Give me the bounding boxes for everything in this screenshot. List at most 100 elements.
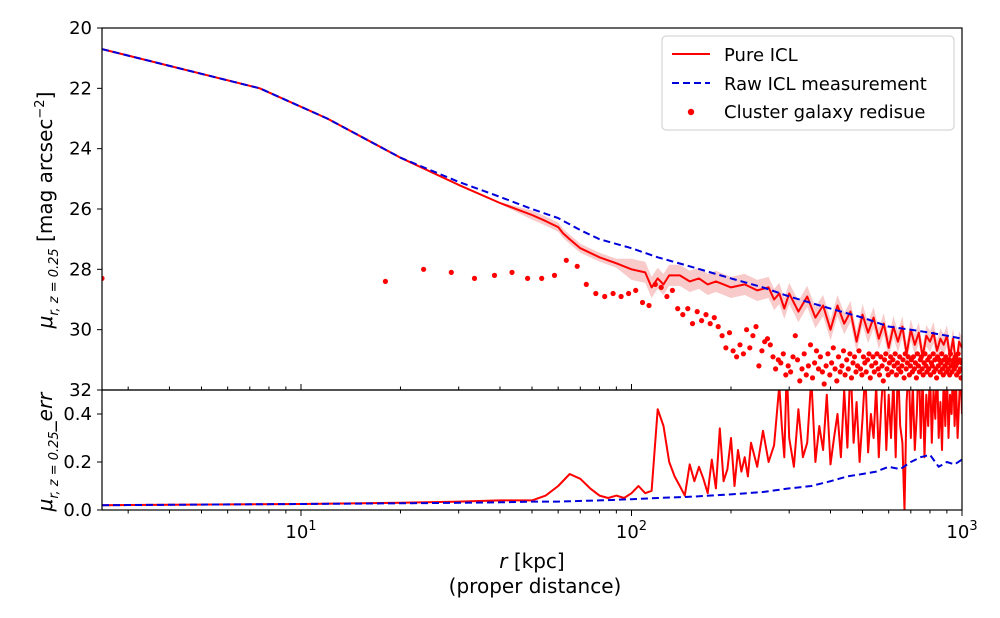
bottom-y-tick-label: 0.2 — [63, 452, 92, 473]
residue-point — [914, 351, 921, 357]
legend-label-residue: Cluster galaxy redisue — [724, 102, 926, 123]
residue-point — [737, 342, 743, 348]
residue-point — [927, 354, 933, 360]
residue-point — [646, 302, 652, 309]
bottom-y-tick-label: 0.4 — [63, 404, 92, 425]
bottom-y-tick-label: 0.0 — [63, 500, 92, 521]
residue-point — [583, 281, 589, 287]
residue-point — [699, 318, 705, 324]
residue-point — [770, 354, 776, 360]
residue-point — [707, 321, 713, 327]
residue-point — [812, 360, 818, 366]
residue-point — [491, 272, 498, 278]
residue-point — [865, 357, 871, 363]
residue-point — [918, 354, 924, 360]
top-series-group — [102, 48, 962, 367]
residue-point — [869, 363, 875, 369]
residue-point — [817, 354, 824, 360]
bottom-panel: 0.0 0.2 0.4 101 102 103 μr, z = 0.25_err r [… — [33, 389, 978, 598]
residue-point — [773, 366, 779, 372]
residue-point — [801, 351, 807, 357]
residue-point — [859, 372, 865, 378]
residue-point — [734, 354, 740, 360]
residue-point — [884, 366, 890, 372]
residue-point — [753, 324, 759, 330]
residue-point — [957, 366, 962, 372]
residue-point — [853, 369, 859, 375]
residue-point — [680, 312, 686, 318]
residue-point — [829, 360, 835, 366]
residue-point — [823, 363, 829, 369]
residue-point — [780, 351, 786, 357]
top-x-ticks — [127, 384, 963, 390]
residue-point — [839, 363, 845, 369]
residue-point — [891, 363, 897, 369]
residue-point — [879, 363, 885, 369]
series-line-pure-icl — [102, 48, 962, 367]
residue-point — [863, 369, 869, 375]
residue-point — [907, 363, 914, 369]
legend-label-pure-icl: Pure ICL — [724, 45, 798, 66]
bottom-y-ticks: 0.0 0.2 0.4 — [63, 404, 102, 521]
residue-point — [803, 372, 809, 378]
residue-point — [947, 351, 954, 357]
residue-point — [883, 351, 889, 357]
residue-point — [873, 360, 879, 366]
residue-point — [898, 369, 904, 375]
residue-point — [747, 345, 753, 351]
residue-point — [913, 375, 920, 381]
residue-point — [927, 372, 934, 378]
residue-point — [900, 357, 906, 363]
residue-point — [740, 351, 747, 357]
residue-point — [756, 363, 762, 369]
residue-point — [711, 315, 717, 321]
residue-point — [703, 312, 709, 318]
residue-point — [901, 375, 907, 381]
residue-point — [759, 348, 765, 354]
residue-point — [792, 333, 798, 339]
residue-point — [897, 354, 903, 360]
residue-point — [959, 360, 962, 366]
top-y-tick-label: 20 — [69, 18, 92, 39]
residue-point — [946, 357, 952, 363]
residue-point — [893, 372, 900, 378]
residue-point — [919, 366, 925, 372]
residue-point — [929, 363, 935, 369]
residue-point — [669, 287, 676, 293]
residue-point — [892, 351, 898, 357]
residue-point — [890, 357, 896, 363]
residue-point — [797, 378, 803, 384]
residue-point — [764, 336, 771, 342]
residue-point — [819, 369, 826, 375]
residue-point — [926, 366, 932, 372]
residue-point — [723, 345, 729, 351]
residue-point — [778, 360, 784, 366]
residue-point — [894, 360, 901, 366]
top-y-tick-label: 30 — [69, 320, 92, 341]
bottom-x-ticks: 101 102 103 — [127, 510, 978, 543]
bottom-series-group — [102, 390, 962, 510]
residue-point — [934, 375, 940, 381]
residue-point — [675, 306, 681, 312]
residue-point — [848, 375, 855, 381]
residue-point — [658, 284, 664, 290]
residue-point — [955, 351, 961, 357]
bottom-series-line-pure-icl — [102, 390, 962, 510]
legend-swatch-residue — [687, 108, 695, 116]
residue-point — [830, 345, 836, 351]
residue-point — [783, 372, 789, 378]
x-axis-label-line2: (proper distance) — [449, 574, 622, 598]
legend: Pure ICL Raw ICL measurement Cluster gal… — [661, 35, 955, 131]
residue-point — [860, 354, 867, 360]
residue-point — [610, 290, 616, 297]
residue-point — [471, 275, 478, 281]
residue-point — [574, 263, 580, 269]
residue-point — [750, 333, 756, 339]
residue-point — [837, 369, 843, 375]
pure-icl-error-band — [102, 48, 962, 377]
residue-point — [815, 366, 822, 372]
residue-point — [857, 366, 864, 372]
residue-point — [874, 351, 880, 357]
residue-point — [730, 348, 736, 354]
